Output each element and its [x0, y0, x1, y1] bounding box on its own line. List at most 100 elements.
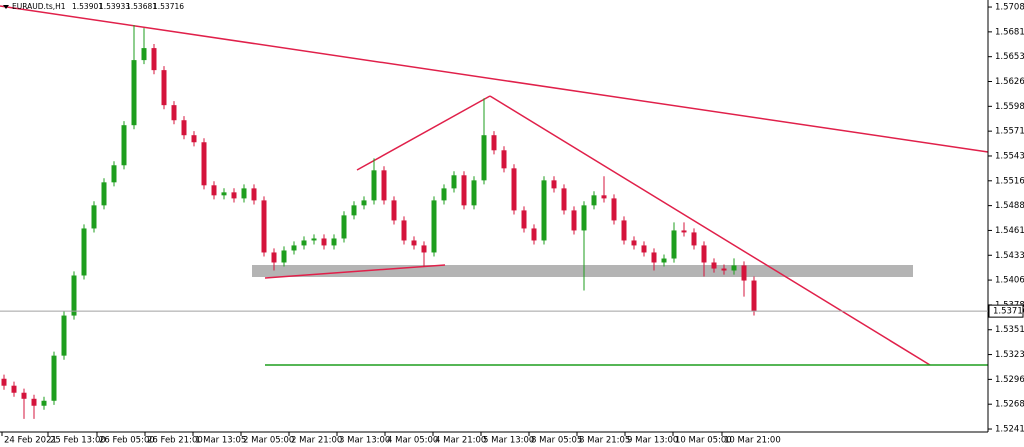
candle-body: [431, 200, 437, 253]
candle-body: [351, 205, 357, 216]
x-tick-label: 10 Mar 21:00: [724, 436, 781, 446]
y-tick-label: 1.52685: [995, 400, 1024, 410]
candle-body: [1, 378, 7, 386]
candle-body: [281, 250, 287, 263]
candle-body: [251, 188, 257, 201]
candle-body: [681, 230, 687, 233]
trend-line: [264, 264, 446, 279]
candle-body: [291, 245, 297, 251]
y-tick-label: 1.55985: [995, 102, 1024, 112]
x-tick-label: 2 Mar 05:00: [243, 436, 294, 446]
menu-arrow[interactable]: [3, 5, 9, 9]
candle-body: [481, 135, 487, 181]
candle-body: [451, 175, 457, 189]
x-tick-label: 2 Mar 21:00: [291, 436, 342, 446]
candle-body: [321, 238, 327, 246]
y-tick-label: 1.56260: [995, 77, 1024, 87]
trend-line: [0, 5, 989, 153]
y-tick-label: 1.54335: [995, 251, 1024, 261]
candle-body: [731, 265, 737, 271]
candle-body: [181, 120, 187, 136]
y-tick-label: 1.55435: [995, 151, 1024, 161]
y-tick-label: 1.54885: [995, 201, 1024, 211]
y-tick-label: 1.52410: [995, 425, 1024, 435]
candle-body: [21, 392, 27, 399]
candle-body: [611, 198, 617, 221]
candles: [1, 25, 757, 419]
trend-line: [489, 95, 931, 366]
candle-body: [371, 170, 377, 201]
candle-body: [571, 210, 577, 231]
candle-body: [581, 205, 587, 231]
candle-body: [751, 280, 757, 312]
candle-body: [471, 180, 477, 206]
candle-body: [601, 195, 607, 199]
candle-body: [391, 200, 397, 221]
candle-body: [661, 258, 667, 263]
y-tick-label: 1.56810: [995, 27, 1024, 37]
candle-body: [81, 228, 87, 276]
y-tick-label: 1.54610: [995, 226, 1024, 236]
candle-body: [241, 188, 247, 199]
y-tick-label: 1.57085: [995, 3, 1024, 13]
x-tick-label: 8 Mar 21:05: [579, 436, 630, 446]
candle-body: [721, 268, 727, 271]
x-tick-label: 3 Mar 13:00: [339, 436, 390, 446]
x-tick-label: 10 Mar 05:00: [675, 436, 732, 446]
candle-body: [71, 275, 77, 316]
candle-body: [651, 252, 657, 263]
trend-line: [356, 95, 491, 171]
candle-body: [271, 252, 277, 263]
title-value: 1.53901: [72, 2, 103, 11]
candle-body: [111, 165, 117, 183]
candle-body: [91, 205, 97, 229]
drawing-objects: [0, 5, 989, 366]
candle-body: [361, 200, 367, 206]
candle-body: [741, 265, 747, 281]
y-tick-label: 1.52960: [995, 375, 1024, 385]
candle-body: [151, 48, 157, 71]
y-tick-label: 1.54060: [995, 276, 1024, 286]
candle-body: [591, 195, 597, 206]
x-tick-label: 26 Feb 21:00: [147, 436, 203, 446]
candle-body: [301, 240, 307, 246]
candle-body: [201, 142, 207, 186]
candle-body: [501, 150, 507, 169]
y-tick-label: 1.55160: [995, 176, 1024, 186]
title-value: 1.53681: [126, 2, 157, 11]
y-tick-label: 1.53510: [995, 325, 1024, 335]
candle-body: [701, 245, 707, 263]
candle-body: [551, 180, 557, 189]
x-tick-label: 25 Feb 13:00: [50, 436, 106, 446]
last-price-box: [988, 304, 1024, 318]
candle-body: [211, 185, 217, 196]
candle-body: [541, 180, 547, 241]
candle-body: [641, 245, 647, 253]
y-tick-label: 1.53235: [995, 350, 1024, 360]
candle-body: [331, 238, 337, 246]
candle-body: [441, 188, 447, 201]
x-tick-label: 9 Mar 13:00: [627, 436, 678, 446]
x-tick-label: 5 Mar 13:00: [483, 436, 534, 446]
support-zone: [252, 265, 913, 277]
candle-body: [171, 105, 177, 121]
title-value: 1.53933: [99, 2, 130, 11]
candle-body: [11, 385, 17, 393]
candle-body: [491, 135, 497, 151]
candle-body: [51, 355, 57, 401]
x-tick-label: 8 Mar 05:05: [531, 436, 582, 446]
candle-body: [131, 60, 137, 126]
x-tick-label: 4 Mar 21:00: [435, 436, 486, 446]
candle-body: [191, 135, 197, 143]
candle-body: [311, 238, 317, 241]
x-tick-label: 26 Feb 05:00: [99, 436, 155, 446]
candle-body: [711, 262, 717, 269]
candle-body: [141, 48, 147, 61]
candle-body: [521, 210, 527, 229]
candle-body: [121, 125, 127, 166]
candle-body: [41, 400, 47, 406]
candle-body: [561, 188, 567, 211]
x-tick-label: 1 Mar 13:05: [195, 436, 246, 446]
candle-body: [461, 175, 467, 206]
